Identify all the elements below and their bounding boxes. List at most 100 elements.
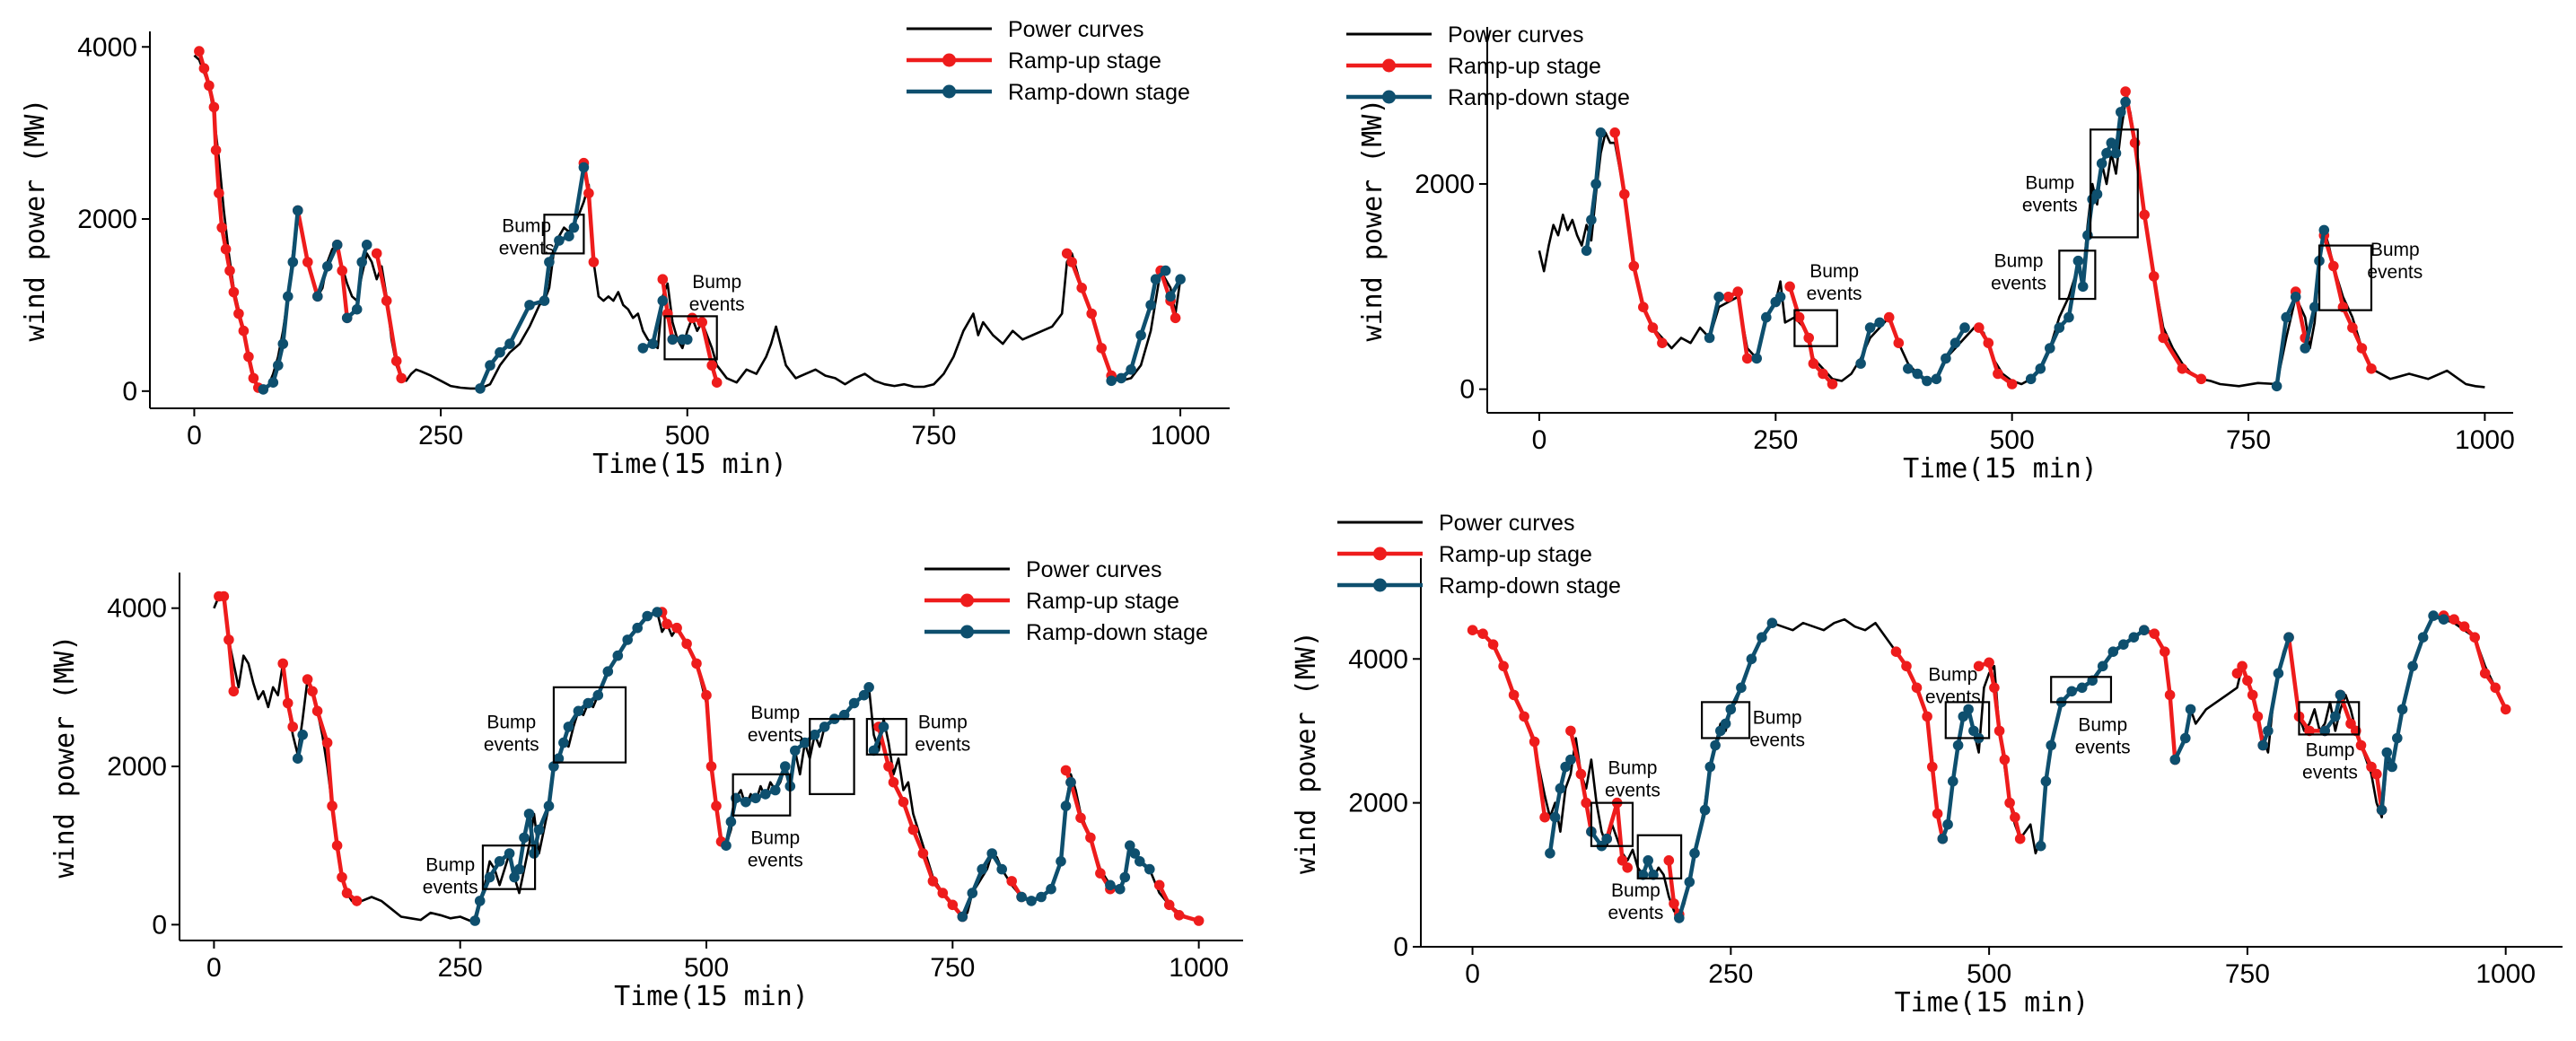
- ramp-down-point: [1715, 725, 1726, 737]
- ramp-down-point: [563, 722, 574, 732]
- ramp-down-point: [475, 383, 486, 394]
- ramp-down-point: [1713, 292, 1724, 302]
- ramp-up-segment: [197, 50, 260, 389]
- ramp-down-point: [1931, 373, 1942, 385]
- ramp-down-point: [548, 761, 559, 772]
- ramp-down-point: [1590, 179, 1601, 189]
- ramp-up-point: [1529, 736, 1540, 748]
- y-axis-title: wind power (MW): [1291, 631, 1322, 874]
- bump-event-label: events: [2022, 196, 2078, 216]
- ramp-down-point: [760, 789, 771, 800]
- bump-event-label: events: [1925, 687, 1981, 707]
- ramp-up-point: [1622, 862, 1633, 873]
- ramp-up-segment: [1568, 730, 1594, 833]
- ramp-down-point: [780, 761, 791, 772]
- ramp-up-point: [671, 622, 682, 634]
- ramp-down-point: [2407, 660, 2418, 672]
- ramp-down-point: [1065, 776, 1076, 788]
- ramp-up-point: [233, 308, 244, 319]
- ramp-down-point: [258, 384, 269, 395]
- bump-event-label: Bump: [1611, 880, 1660, 901]
- ramp-down-point: [361, 240, 372, 250]
- ramp-up-point: [396, 372, 407, 384]
- bump-event-box: [481, 844, 537, 890]
- ramp-down-point: [2180, 732, 2191, 744]
- ramp-down-point: [2116, 107, 2126, 118]
- ramp-up-point: [1722, 292, 1734, 302]
- ramp-up-point: [228, 686, 240, 697]
- ramp-down-point: [2257, 739, 2268, 751]
- bump-event-label: Bump: [750, 827, 800, 848]
- ramp-down-point: [1720, 718, 1731, 730]
- y-tick-label: 4000: [77, 32, 137, 62]
- ramp-down-point: [2091, 188, 2103, 200]
- ramp-up-point: [2490, 682, 2501, 694]
- ramp-down-point: [2035, 363, 2046, 374]
- ramp-down-point: [2101, 147, 2112, 159]
- ramp-down-point: [592, 689, 604, 701]
- ramp-up-point: [2242, 675, 2253, 687]
- legend-marker: [1382, 90, 1396, 104]
- ramp-up-point: [1911, 682, 1923, 694]
- ramp-down-point: [996, 863, 1007, 875]
- chart-panel-top-left: 0 250 500 750 1000 0 2000 4000 Time(15 min) wind …: [20, 17, 1230, 480]
- ramp-down-point: [1105, 879, 1116, 891]
- ramp-up-point: [341, 888, 353, 898]
- ramp-up-point: [2006, 379, 2018, 389]
- bump-event-label: Bump: [692, 272, 741, 293]
- ramp-up-point: [216, 222, 227, 233]
- ramp-down-point: [957, 911, 968, 923]
- bump-event-box: [1701, 701, 1751, 739]
- ramp-down-point: [356, 257, 368, 267]
- ramp-up-segment: [1612, 132, 1664, 345]
- ramp-down-point: [858, 689, 870, 701]
- ramp-up-point: [1508, 689, 1520, 701]
- ramp-up-point: [223, 634, 234, 645]
- bump-event-box: [543, 214, 585, 255]
- bump-event-box: [1636, 834, 1683, 879]
- ramp-down-point: [573, 705, 584, 717]
- ramp-up-point: [2139, 209, 2150, 221]
- ramp-down-point: [1704, 761, 1716, 773]
- ramp-down-point: [1751, 353, 1762, 364]
- ramp-down-point: [524, 300, 535, 311]
- ramp-down-point: [657, 295, 669, 306]
- ramp-down-point: [2376, 804, 2388, 816]
- ramp-up-segment: [876, 726, 965, 918]
- ramp-up-point: [2237, 660, 2247, 672]
- legend-marker: [1373, 547, 1387, 561]
- ramp-up-point: [321, 737, 333, 748]
- ramp-down-segment: [1021, 782, 1073, 904]
- x-tick-label: 750: [2225, 959, 2270, 989]
- chart-panel-bottom-left: 0 250 500 750 1000 0 2000 4000 Time(15 min) wind …: [49, 557, 1243, 1012]
- ramp-up-point: [1984, 657, 1994, 669]
- ramp-up-point: [1061, 248, 1073, 259]
- ramp-down-point: [819, 722, 830, 732]
- ramp-down-point: [519, 832, 530, 844]
- legend-label: Ramp-up stage: [1448, 54, 1601, 79]
- ramp-down-point: [2063, 311, 2074, 323]
- y-tick-label: 2000: [77, 205, 137, 234]
- x-tick-label: 500: [1990, 425, 2035, 455]
- legend-marker: [960, 625, 974, 639]
- bump-event-box: [732, 773, 792, 817]
- ramp-up-point: [1085, 832, 1096, 844]
- ramp-up-point: [228, 286, 240, 298]
- ramp-up-point: [1076, 283, 1087, 293]
- ramp-down-point: [1704, 332, 1715, 344]
- ramp-down-point: [725, 816, 737, 827]
- ramp-down-point: [1937, 833, 1949, 844]
- ramp-down-point: [568, 222, 580, 233]
- ramp-up-point: [1539, 811, 1550, 823]
- ramp-down-point: [1736, 682, 1747, 694]
- ramp-up-point: [1893, 337, 1905, 349]
- ramp-down-point: [1774, 292, 1786, 302]
- ramp-up-point: [1993, 725, 2005, 737]
- bump-event-box: [1590, 801, 1634, 847]
- ramp-up-point: [2500, 704, 2511, 715]
- ramp-down-point: [322, 261, 333, 272]
- ramp-down-point: [1912, 368, 1923, 380]
- ramp-down-point: [1874, 317, 1885, 328]
- ramp-down-point: [1942, 818, 1953, 830]
- bump-event-label: events: [1608, 903, 1663, 923]
